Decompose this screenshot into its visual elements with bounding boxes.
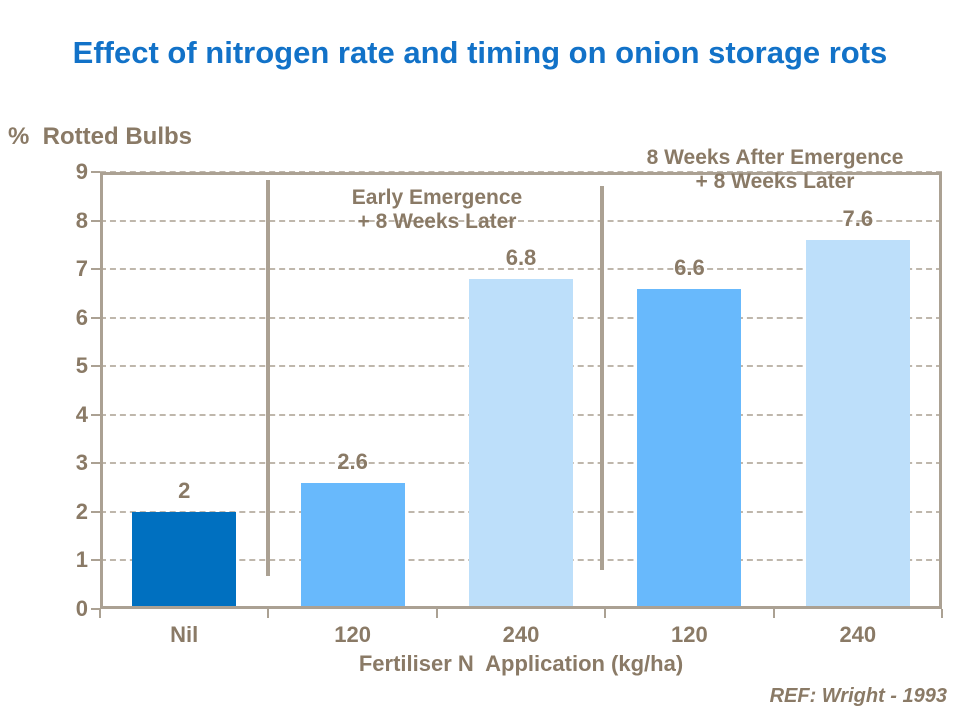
- annotation-early-emergence-group: Early Emergence + 8 Weeks Later: [257, 186, 617, 234]
- y-axis-tick-label-0: 0: [75, 596, 88, 621]
- y-axis-tick-8: [91, 219, 100, 222]
- y-axis-tick-1: [91, 559, 100, 562]
- bar-value-label-2: 2.6: [337, 448, 368, 474]
- y-axis-tick-9: [91, 171, 100, 173]
- y-axis-tick-label-8: 8: [75, 207, 88, 233]
- bar-value-label-1: 2: [178, 477, 191, 503]
- x-category-label-3: 240: [502, 622, 540, 647]
- x-category-label-1: Nil: [170, 622, 199, 647]
- y-axis-tick-0: [91, 608, 100, 610]
- annotation-line: Early Emergence: [351, 186, 523, 209]
- x-axis-tick-1: [267, 609, 270, 618]
- chart-title: Effect of nitrogen rate and timing on on…: [72, 35, 888, 70]
- bar-1-nil: [132, 511, 237, 609]
- x-axis-tick-3: [604, 609, 607, 618]
- y-axis-tick-label-5: 5: [75, 353, 88, 379]
- y-axis-tick-4: [91, 413, 100, 416]
- y-axis-tick-2: [91, 510, 100, 513]
- y-axis-tick-7: [91, 268, 100, 271]
- bar-value-label-3: 6.8: [505, 244, 537, 270]
- y-axis-tick-label-7: 7: [75, 256, 88, 282]
- y-axis-tick-5: [91, 365, 100, 368]
- gridline-y-8: [100, 219, 942, 222]
- y-axis-tick-label-3: 3: [75, 450, 88, 476]
- bar-5-240: [805, 239, 910, 609]
- bar-3-240: [469, 278, 573, 609]
- x-axis-tick-4: [772, 609, 775, 618]
- x-axis-tick-0: [99, 609, 101, 618]
- gridline-y-7: [100, 268, 942, 271]
- annotation-line: 8 Weeks After Emergence: [646, 146, 904, 169]
- annotation-line: + 8 Weeks Later: [695, 170, 855, 193]
- bar-2-120: [300, 482, 405, 609]
- bar-value-label-4: 6.6: [674, 254, 705, 280]
- bar-4-120: [637, 288, 742, 609]
- reference-citation: REF: Wright - 1993: [769, 685, 947, 707]
- x-axis-tick-5: [941, 609, 943, 618]
- x-axis-tick-2: [435, 609, 438, 618]
- y-axis-tick-label-4: 4: [75, 401, 88, 427]
- bar-value-label-5: 7.6: [842, 205, 874, 231]
- y-axis-tick-6: [91, 316, 100, 319]
- y-axis-tick-label-6: 6: [75, 304, 88, 330]
- x-category-label-5: 240: [839, 622, 877, 647]
- group-divider-1: [266, 180, 271, 576]
- y-axis-tick-label-9: 9: [75, 159, 88, 184]
- x-category-label-4: 120: [671, 622, 708, 647]
- y-axis-tick-label-1: 1: [75, 547, 88, 573]
- x-axis-title: Fertiliser N Application (kg/ha): [358, 651, 684, 676]
- group-divider-2: [600, 186, 605, 570]
- y-axis-tick-3: [91, 462, 100, 465]
- annotation-line: + 8 Weeks Later: [357, 210, 517, 233]
- annotation-8-weeks-after-emergence-group: 8 Weeks After Emergence + 8 Weeks Later: [595, 146, 955, 194]
- y-axis-tick-label-2: 2: [75, 498, 88, 524]
- y-axis-title: % Rotted Bulbs: [8, 123, 192, 150]
- x-category-label-2: 120: [334, 622, 371, 647]
